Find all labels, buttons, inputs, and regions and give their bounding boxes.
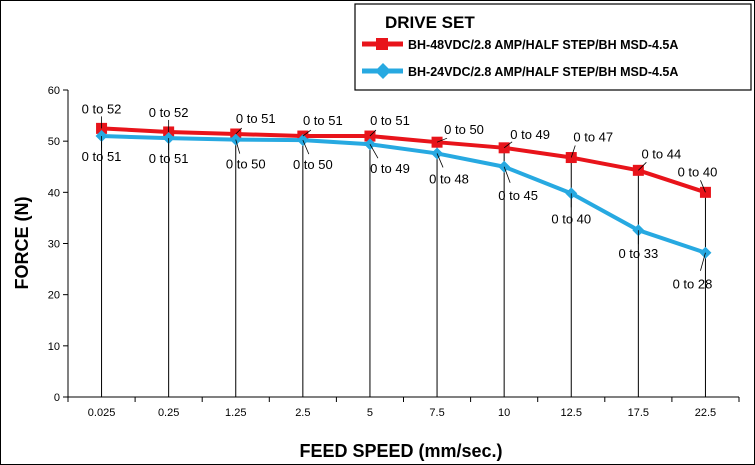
data-label: 0 to 47 (573, 130, 613, 145)
data-label: 0 to 44 (641, 146, 681, 161)
data-label: 0 to 49 (510, 127, 550, 142)
series-layer (95, 122, 712, 259)
x-tick-label: 0.025 (88, 407, 116, 419)
y-tick-label: 10 (48, 341, 60, 353)
y-axis-title: FORCE (N) (12, 197, 32, 290)
data-label-leader (302, 129, 312, 137)
x-tick-label: 22.5 (695, 407, 716, 419)
data-label-leader (436, 153, 444, 168)
x-tick-label: 0.25 (158, 407, 179, 419)
data-label: 0 to 51 (82, 149, 122, 164)
data-label-leader (436, 137, 448, 143)
legend-swatch-marker (375, 63, 391, 79)
data-label: 0 to 51 (236, 111, 276, 126)
data-label-leader (570, 145, 576, 158)
data-label-layer: 0 to 52 0 to 52 0 to 51 0 to 51 0 to 51 0 to … (82, 101, 718, 291)
y-tick-label: 20 (48, 290, 60, 302)
y-tick-label: 50 (48, 136, 60, 148)
y-tick-label: 0 (54, 392, 60, 404)
legend-swatch-marker (376, 38, 388, 50)
legend-entries: BH-48VDC/2.8 AMP/HALF STEP/BH MSD-4.5A BH… (362, 38, 678, 79)
legend: DRIVE SET BH-48VDC/2.8 AMP/HALF STEP/BH … (354, 3, 752, 91)
data-label: 0 to 40 (678, 164, 718, 179)
data-label-leader (235, 127, 243, 135)
data-label: 0 to 48 (429, 171, 469, 186)
data-label-leader (369, 144, 379, 159)
data-label: 0 to 51 (303, 113, 343, 128)
x-tick-label: 7.5 (429, 407, 444, 419)
legend-title: DRIVE SET (385, 13, 475, 32)
legend-entry-label: BH-24VDC/2.8 AMP/HALF STEP/BH MSD-4.5A (408, 65, 678, 79)
data-label-leader (638, 162, 647, 171)
y-tick-label: 30 (48, 239, 60, 251)
data-label-leader (369, 129, 377, 137)
legend-entry-label: BH-48VDC/2.8 AMP/HALF STEP/BH MSD-4.5A (408, 38, 678, 52)
data-label: 0 to 50 (444, 122, 484, 137)
legend-box (354, 3, 752, 91)
x-tick-label: 5 (367, 407, 373, 419)
data-label: 0 to 33 (618, 246, 658, 261)
axis-layer: 0 10 20 30 40 50 60 0.025 0.25 1.25 2.5 5 7.5 10 12.5 1… (48, 85, 740, 419)
x-tick-label: 10 (498, 407, 510, 419)
data-label: 0 to 49 (370, 161, 410, 176)
data-label: 0 to 40 (551, 211, 591, 226)
data-label: 0 to 51 (370, 113, 410, 128)
series-2-marker (699, 246, 712, 259)
data-label: 0 to 52 (82, 101, 122, 116)
series-line-1 (101, 126, 707, 195)
data-label-leader (503, 141, 513, 149)
x-tick-label: 12.5 (561, 407, 582, 419)
data-label-leader (235, 139, 241, 154)
data-label: 0 to 52 (149, 105, 189, 120)
y-tick-label: 60 (48, 85, 60, 97)
x-tick-label: 2.5 (295, 407, 310, 419)
data-label-leader (302, 139, 310, 155)
y-tick-label: 40 (48, 187, 60, 199)
x-axis-title: FEED SPEED (mm/sec.) (299, 441, 502, 461)
data-label-leader (503, 166, 511, 183)
data-label: 0 to 51 (149, 151, 189, 166)
data-label-leader (700, 252, 706, 271)
data-label: 0 to 50 (226, 157, 266, 172)
data-label: 0 to 50 (293, 157, 333, 172)
data-label-leader (700, 180, 706, 193)
grid-layer (101, 128, 706, 397)
x-tick-label: 1.25 (225, 407, 246, 419)
data-label: 0 to 45 (498, 188, 538, 203)
x-tick-label: 17.5 (628, 407, 649, 419)
data-label: 0 to 28 (673, 277, 713, 292)
series-line-2 (101, 134, 707, 255)
